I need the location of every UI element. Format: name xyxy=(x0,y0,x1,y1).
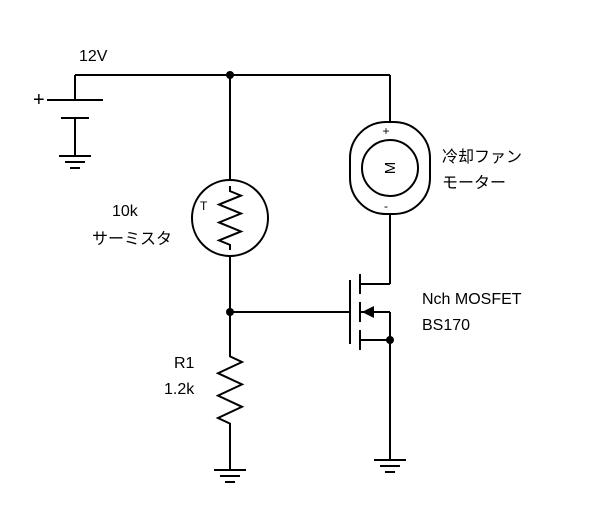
junction-node xyxy=(386,336,394,344)
mosfet-label1: Nch MOSFET xyxy=(422,291,522,308)
thermistor-name: サーミスタ xyxy=(92,230,172,248)
battery-plus: + xyxy=(33,89,45,111)
motor-plus: + xyxy=(382,124,389,138)
mosfet-body-arrow xyxy=(362,306,374,318)
mosfet-label2: BS170 xyxy=(422,317,470,334)
r1-name: R1 xyxy=(174,355,195,372)
motor-label2: モーター xyxy=(442,174,506,192)
thermistor-symbol: T xyxy=(200,199,208,213)
r1-value: 1.2k xyxy=(164,381,195,398)
thermistor-value: 10k xyxy=(112,203,139,220)
motor-label1: 冷却ファン xyxy=(442,148,522,166)
motor-minus: - xyxy=(384,199,388,213)
motor-symbol: M xyxy=(382,162,399,175)
supply-label: 12V xyxy=(79,48,108,65)
r1-resistor xyxy=(218,350,242,430)
